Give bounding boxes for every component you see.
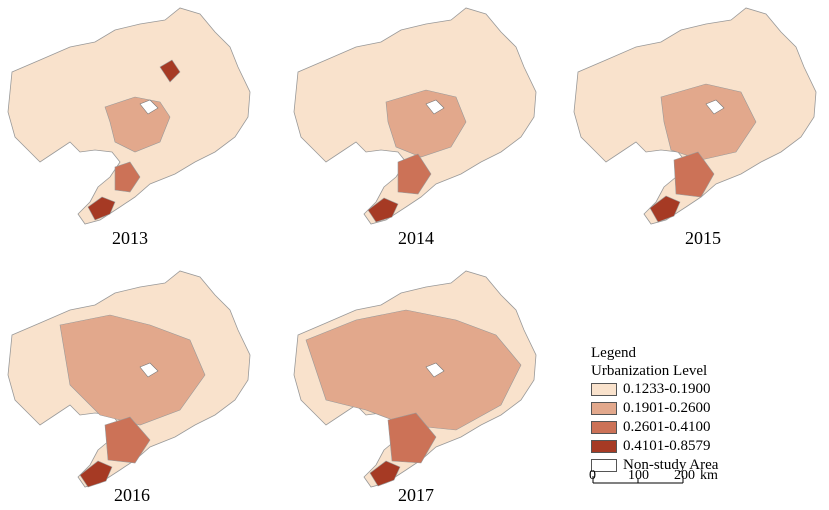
region-high xyxy=(79,460,113,488)
legend-label: 0.4101-0.8579 xyxy=(623,438,711,454)
region-mid xyxy=(673,151,715,198)
scale-tick-0: 0 xyxy=(589,468,596,483)
scale-unit: km xyxy=(700,468,718,483)
year-label: 2017 xyxy=(398,485,434,505)
non-study-area xyxy=(705,99,725,115)
legend-title: Legend xyxy=(591,345,636,361)
province-map xyxy=(293,7,537,225)
scale-tick-100: 100 xyxy=(628,468,649,483)
legend-swatch xyxy=(591,402,617,415)
region-mid xyxy=(114,161,141,193)
region-light xyxy=(305,309,522,431)
region-high xyxy=(367,197,399,223)
year-label: 2015 xyxy=(685,228,721,248)
province-map xyxy=(7,7,251,225)
map-panel-2017 xyxy=(286,265,546,510)
non-study-area xyxy=(425,99,445,115)
legend-label: Non-study Area xyxy=(623,457,719,473)
legend-subtitle: Urbanization Level xyxy=(591,363,708,379)
legend-item: Non-study Area xyxy=(591,456,791,475)
scale-tick-200: 200 xyxy=(674,468,695,483)
legend-swatch xyxy=(591,421,617,434)
map-panel-2016 xyxy=(0,265,260,510)
non-study-area xyxy=(425,362,445,378)
region-mid xyxy=(397,153,432,195)
legend-item: 0.2601-0.4100 xyxy=(591,418,791,437)
region-light xyxy=(385,89,467,158)
province-map xyxy=(7,270,251,488)
map-panel-2014 xyxy=(286,2,546,247)
legend-label: 0.1901-0.2600 xyxy=(623,400,711,416)
legend-swatch xyxy=(591,383,617,396)
region-mid xyxy=(104,416,151,464)
map-panel-2013 xyxy=(0,2,260,247)
region-mid xyxy=(387,412,437,464)
non-study-area xyxy=(139,362,159,378)
legend-label: 0.2601-0.4100 xyxy=(623,419,711,435)
region-light xyxy=(59,314,206,426)
non-study-area xyxy=(139,99,159,115)
legend-label: 0.1233-0.1900 xyxy=(623,381,711,397)
year-label: 2014 xyxy=(398,228,434,248)
legend-swatch xyxy=(591,440,617,453)
legend-item: 0.1901-0.2600 xyxy=(591,399,791,418)
legend: Legend Urbanization Level 0.1233-0.1900 … xyxy=(591,344,791,475)
legend-swatch xyxy=(591,459,617,472)
map-panel-2015 xyxy=(566,2,826,247)
province-map xyxy=(573,7,817,225)
scale-bar: 0 100 200 km xyxy=(589,468,718,504)
year-label: 2016 xyxy=(114,485,150,505)
legend-item: 0.1233-0.1900 xyxy=(591,380,791,399)
region-high xyxy=(369,460,401,487)
year-label: 2013 xyxy=(112,228,148,248)
region-high xyxy=(87,196,116,221)
legend-item: 0.4101-0.8579 xyxy=(591,437,791,456)
scale-bar-line xyxy=(592,476,684,484)
province-map xyxy=(293,270,537,488)
region-light xyxy=(660,83,757,161)
region-high xyxy=(159,59,181,83)
region-high xyxy=(649,195,681,223)
